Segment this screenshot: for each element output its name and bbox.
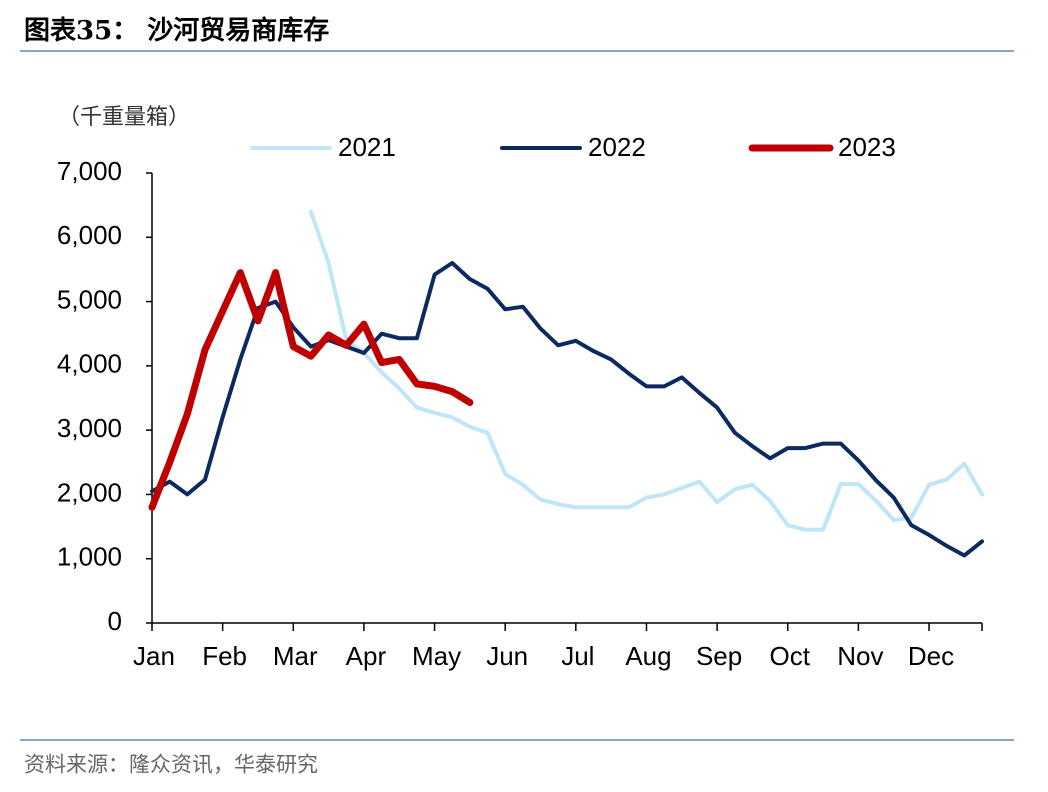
source-note: 资料来源：隆众资讯，华泰研究 (24, 753, 318, 777)
y-tick-label: 4,000 (57, 349, 122, 379)
x-tick-label: Dec (908, 641, 954, 671)
x-tick-label: May (412, 641, 461, 671)
x-tick-label: Oct (770, 641, 811, 671)
x-tick-label: Nov (837, 641, 883, 671)
y-tick-label: 1,000 (57, 542, 122, 572)
legend-label: 2021 (338, 132, 396, 162)
x-tick-label: Apr (346, 641, 387, 671)
y-tick-label: 0 (108, 606, 122, 636)
legend-label: 2022 (588, 132, 646, 162)
series-line (148, 269, 474, 511)
series-line (150, 261, 984, 558)
legend-label: 2023 (838, 132, 896, 162)
y-tick-label: 7,000 (57, 156, 122, 186)
x-tick-label: Feb (202, 641, 247, 671)
y-tick-label: 5,000 (57, 284, 122, 314)
x-tick-label: Jun (486, 641, 528, 671)
y-tick-label: 2,000 (57, 477, 122, 507)
chart-title: 图表35： 沙河贸易商库存 (24, 15, 329, 46)
x-tick-label: Aug (625, 641, 671, 671)
y-tick-label: 6,000 (57, 220, 122, 250)
x-tick-label: Jan (133, 641, 175, 671)
y-tick-label: 3,000 (57, 413, 122, 443)
x-tick-label: Mar (273, 641, 318, 671)
series-line (308, 209, 984, 532)
x-tick-label: Jul (561, 641, 594, 671)
x-tick-label: Sep (696, 641, 742, 671)
y-axis-label: （千重量箱） (58, 105, 190, 130)
